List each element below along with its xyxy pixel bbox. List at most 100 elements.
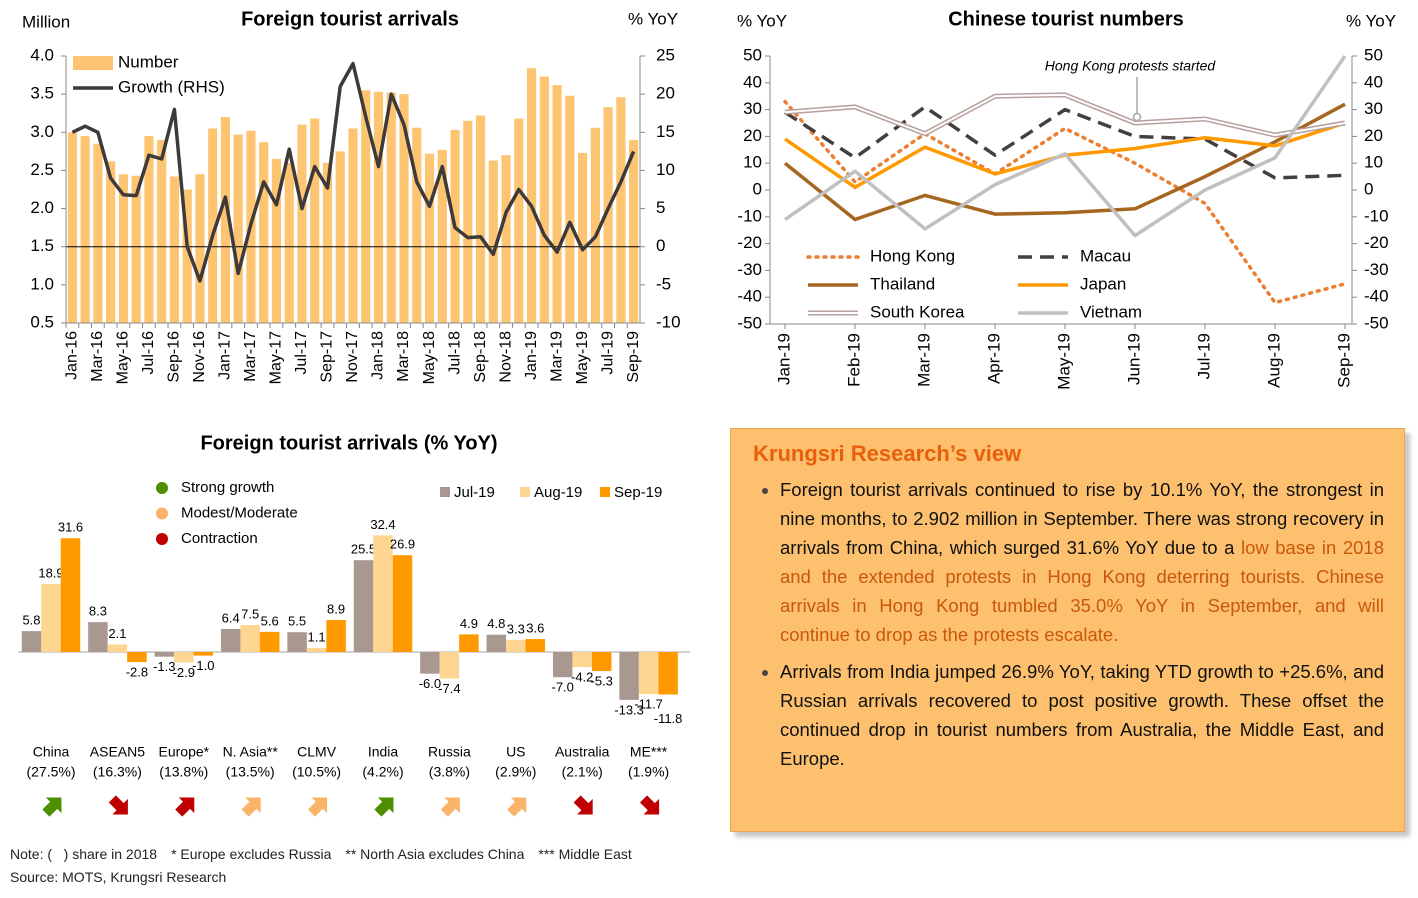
y-tick-label: 0 bbox=[753, 179, 762, 198]
y-tick-label: 40 bbox=[743, 72, 762, 91]
y-axis-label: Million bbox=[22, 12, 70, 31]
x-tick-label: Sep-19 bbox=[625, 331, 642, 383]
status-legend-label: Contraction bbox=[181, 530, 258, 547]
bar bbox=[463, 120, 473, 323]
chart-title: Foreign tourist arrivals bbox=[241, 8, 459, 30]
bar bbox=[539, 76, 549, 324]
legend-swatch bbox=[600, 487, 610, 497]
value-label: 25.5 bbox=[351, 542, 376, 557]
series-line bbox=[784, 55, 1347, 238]
bar bbox=[386, 92, 396, 323]
value-label: 8.9 bbox=[327, 601, 345, 616]
note: Note: ( ) share in 2018 bbox=[10, 846, 158, 862]
bar bbox=[169, 176, 180, 323]
bar bbox=[437, 149, 447, 323]
bar bbox=[306, 648, 327, 652]
value-label: 26.9 bbox=[390, 537, 415, 552]
y2-axis-label: % YoY bbox=[1346, 11, 1396, 30]
bar bbox=[107, 644, 128, 652]
bar bbox=[118, 174, 128, 323]
value-label: -11.8 bbox=[654, 711, 683, 726]
value-label: 32.4 bbox=[370, 517, 395, 532]
category-share: (4.2%) bbox=[362, 764, 403, 780]
x-tick-label: Jul-17 bbox=[293, 331, 310, 375]
bar bbox=[658, 652, 678, 695]
x-tick-label: Mar-19 bbox=[914, 333, 933, 387]
bar bbox=[392, 555, 413, 652]
bullet-list: Foreign tourist arrivals continued to ri… bbox=[753, 475, 1384, 773]
value-label: 8.3 bbox=[89, 604, 107, 619]
y2-tick-label: 40 bbox=[1364, 72, 1383, 91]
notes: Note: ( ) share in 2018 * Europe excludes… bbox=[10, 846, 632, 862]
bar bbox=[475, 115, 486, 323]
note: *** Middle East bbox=[538, 846, 632, 862]
bar bbox=[552, 652, 573, 678]
bar bbox=[629, 139, 639, 323]
bar bbox=[501, 155, 511, 323]
category-label: Australia bbox=[555, 744, 610, 760]
status-legend-label: Modest/Moderate bbox=[181, 504, 298, 521]
bar bbox=[526, 68, 537, 323]
category-share: (3.8%) bbox=[429, 764, 470, 780]
status-legend-dot bbox=[156, 507, 168, 520]
x-tick-label: Nov-18 bbox=[497, 331, 514, 383]
bar bbox=[399, 94, 409, 324]
y2-tick-label: 5 bbox=[656, 198, 665, 217]
bar bbox=[310, 118, 320, 323]
value-label: -1.0 bbox=[192, 658, 214, 673]
value-label: 2.1 bbox=[108, 626, 126, 641]
trend-arrow bbox=[42, 797, 62, 817]
value-label: 18.9 bbox=[38, 565, 63, 580]
y2-tick-label: 20 bbox=[1364, 126, 1383, 145]
x-tick-label: Jan-16 bbox=[64, 331, 81, 380]
y2-axis-label: % YoY bbox=[628, 9, 678, 28]
x-tick-label: May-18 bbox=[421, 331, 438, 384]
y2-tick-label: -5 bbox=[656, 274, 671, 293]
y2-tick-label: 50 bbox=[1364, 45, 1383, 64]
y2-tick-label: -10 bbox=[1364, 206, 1389, 225]
bar bbox=[259, 142, 269, 323]
x-tick-label: Jul-16 bbox=[140, 331, 157, 375]
bar bbox=[259, 631, 280, 652]
bar bbox=[284, 162, 294, 323]
bar bbox=[154, 652, 175, 657]
bar bbox=[361, 90, 371, 323]
bar bbox=[233, 134, 243, 323]
x-tick-label: Apr-19 bbox=[984, 333, 1003, 384]
series-line bbox=[783, 102, 1346, 222]
bar bbox=[131, 175, 141, 323]
x-tick-label: Feb-19 bbox=[844, 333, 863, 387]
value-label: -7.0 bbox=[551, 680, 573, 695]
value-label: 1.1 bbox=[308, 629, 326, 644]
value-label: 5.8 bbox=[22, 613, 40, 628]
trend-arrow bbox=[175, 797, 195, 817]
value-label: -2.9 bbox=[173, 665, 195, 680]
legend-label: Jul-19 bbox=[454, 484, 495, 501]
bar bbox=[353, 560, 374, 652]
y-tick-label: 1.5 bbox=[30, 236, 54, 255]
bar bbox=[603, 107, 613, 324]
y2-tick-label: 30 bbox=[1364, 99, 1383, 118]
bar bbox=[638, 652, 659, 695]
bar bbox=[182, 189, 192, 323]
legend-label: Hong Kong bbox=[870, 246, 955, 265]
bar bbox=[373, 91, 384, 324]
source: Source: MOTS, Krungsri Research bbox=[10, 869, 227, 885]
category-label: China bbox=[33, 744, 70, 760]
y-tick-label: -20 bbox=[737, 233, 762, 252]
bar bbox=[590, 127, 600, 323]
bar bbox=[322, 162, 333, 323]
x-tick-label: May-17 bbox=[268, 331, 285, 384]
y2-tick-label: -10 bbox=[656, 312, 681, 331]
x-tick-label: Mar-18 bbox=[395, 331, 412, 382]
trend-arrow bbox=[573, 795, 593, 815]
bar bbox=[93, 143, 103, 323]
bar bbox=[486, 634, 507, 652]
y-tick-label: 2.5 bbox=[30, 160, 54, 179]
trend-arrow bbox=[241, 797, 261, 817]
value-label: 3.3 bbox=[507, 622, 525, 637]
x-tick-label: May-19 bbox=[574, 331, 591, 384]
category-label: Europe* bbox=[159, 744, 210, 760]
y-tick-label: 3.0 bbox=[30, 122, 54, 141]
y2-tick-label: 15 bbox=[656, 122, 675, 141]
